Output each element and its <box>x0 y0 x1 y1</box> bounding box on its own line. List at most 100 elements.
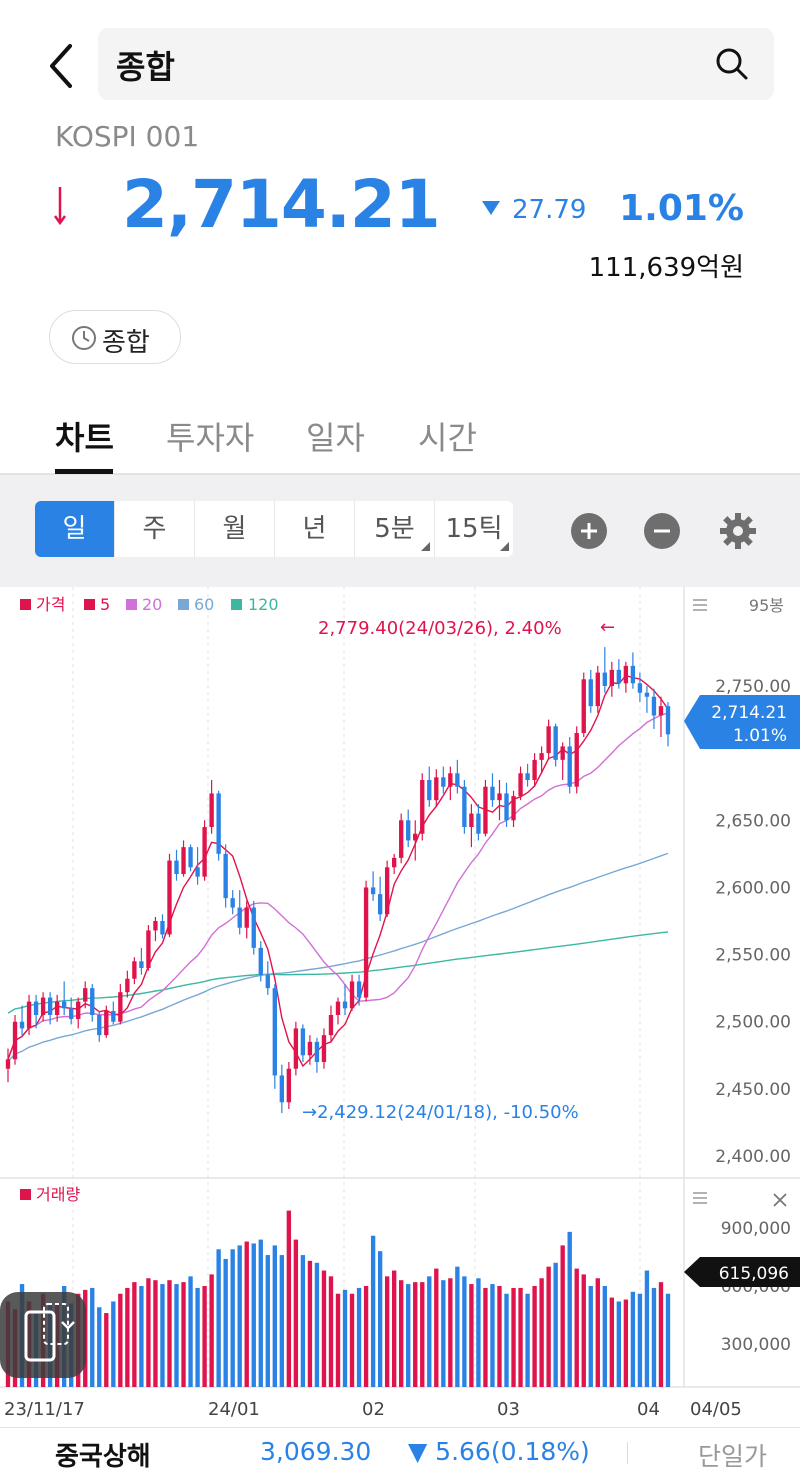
candle <box>483 786 488 834</box>
period-week[interactable]: 주 <box>115 501 195 557</box>
volume-bar <box>406 1284 411 1387</box>
search-query: 종합 <box>116 48 175 86</box>
tab-investor[interactable]: 투자자 <box>166 419 255 457</box>
zoom-out-button[interactable] <box>644 513 680 549</box>
candle <box>420 780 425 834</box>
candle <box>588 679 593 707</box>
chart-canvas[interactable]: 가격 5 20 60 120 2,779.40(24/03/26), 2.40%… <box>0 587 800 1427</box>
volume-bar <box>188 1276 193 1387</box>
ticker-divider <box>627 1442 628 1464</box>
menu-corner-icon <box>500 542 509 551</box>
volume-bar <box>111 1301 116 1387</box>
candle <box>546 726 551 754</box>
ticker-name: 중국상해 <box>55 1442 151 1472</box>
candle <box>553 726 558 760</box>
candle <box>427 780 432 801</box>
period-month[interactable]: 월 <box>195 501 275 557</box>
period-5min[interactable]: 5분 <box>355 501 435 557</box>
candle <box>616 669 622 684</box>
legend-ma60: 60 <box>194 595 214 614</box>
period-segment: 일 주 월 년 5분 15틱 <box>35 501 513 557</box>
tab-daily[interactable]: 일자 <box>306 419 365 457</box>
gear-icon[interactable] <box>718 511 758 551</box>
candle <box>216 793 221 854</box>
volume-bar <box>665 1293 671 1387</box>
volume-bar <box>202 1286 207 1387</box>
candle <box>462 786 467 827</box>
volume-bar <box>272 1245 277 1387</box>
x-axis-label: 04/05 <box>690 1399 742 1420</box>
tab-time[interactable]: 시간 <box>418 419 477 457</box>
menu-icon[interactable] <box>693 1192 707 1204</box>
candle <box>630 665 636 684</box>
volume-bar <box>504 1293 509 1387</box>
search-icon[interactable] <box>712 44 752 84</box>
active-tab-indicator <box>55 469 113 474</box>
x-axis-label: 23/11/17 <box>4 1399 85 1420</box>
candle <box>146 930 151 968</box>
rotate-screen-button[interactable] <box>0 1292 86 1378</box>
candle <box>19 1021 25 1029</box>
candle <box>441 777 446 787</box>
candle <box>651 696 657 716</box>
volume-bar <box>328 1276 334 1387</box>
candle <box>69 1008 74 1020</box>
volume-bar <box>490 1284 495 1387</box>
legend-ma120: 120 <box>248 595 279 614</box>
market-ticker-bar[interactable]: 중국상해 3,069.30 ▼ 5.66(0.18%) 단일가 <box>0 1427 800 1477</box>
index-price: 2,714.21 <box>122 166 441 243</box>
low-annotation: →2,429.12(24/01/18), -10.50% <box>302 1102 579 1123</box>
volume-bar <box>637 1293 643 1387</box>
period-day[interactable]: 일 <box>35 501 115 557</box>
back-button[interactable] <box>36 38 86 94</box>
x-axis-label: 02 <box>362 1399 385 1420</box>
price-chart[interactable]: 가격 5 20 60 120 2,779.40(24/03/26), 2.40%… <box>0 587 800 1427</box>
index-code: KOSPI 001 <box>55 120 200 153</box>
volume-bar <box>146 1278 151 1387</box>
candle <box>33 1001 39 1015</box>
candle <box>413 833 418 841</box>
period-15tick[interactable]: 15틱 <box>435 501 513 557</box>
ticker-mode[interactable]: 단일가 <box>698 1442 768 1471</box>
candle <box>490 786 495 801</box>
candle <box>209 793 214 827</box>
volume-bar <box>497 1286 502 1387</box>
x-axis-label: 03 <box>497 1399 520 1420</box>
volume-bar <box>125 1287 130 1387</box>
volume-bar <box>644 1270 650 1387</box>
candle <box>469 813 474 827</box>
period-year[interactable]: 년 <box>275 501 355 557</box>
menu-icon[interactable] <box>693 599 707 611</box>
candle <box>455 773 460 787</box>
search-input[interactable]: 종합 <box>98 28 774 100</box>
candle <box>532 759 537 780</box>
volume-bar <box>560 1245 565 1387</box>
candle <box>26 1001 32 1029</box>
market-chip[interactable]: 종합 <box>49 310 181 364</box>
volume-bar <box>195 1287 200 1387</box>
candle <box>539 753 544 760</box>
candle <box>202 827 207 877</box>
volume-bar <box>441 1280 446 1387</box>
candle <box>574 733 579 787</box>
rotate-phone-icon <box>24 1303 75 1362</box>
candle <box>132 961 137 979</box>
close-icon[interactable] <box>773 1193 787 1207</box>
candle <box>518 773 523 797</box>
volume-bar <box>434 1268 439 1387</box>
zoom-in-button[interactable] <box>571 513 607 549</box>
low-arrow-icon: → <box>302 1102 317 1123</box>
candle <box>97 1015 102 1036</box>
volume-bar <box>314 1262 320 1387</box>
volume-bar <box>476 1278 481 1387</box>
volume-bar <box>448 1278 453 1387</box>
candle <box>118 992 123 1022</box>
candle <box>525 773 530 780</box>
tab-chart[interactable]: 차트 <box>55 419 114 457</box>
candle <box>595 672 600 707</box>
candle <box>567 746 572 787</box>
market-chip-label: 종합 <box>102 328 150 358</box>
volume-bar <box>349 1293 355 1387</box>
volume-bar <box>251 1243 256 1387</box>
ma120-line <box>7 931 669 1014</box>
